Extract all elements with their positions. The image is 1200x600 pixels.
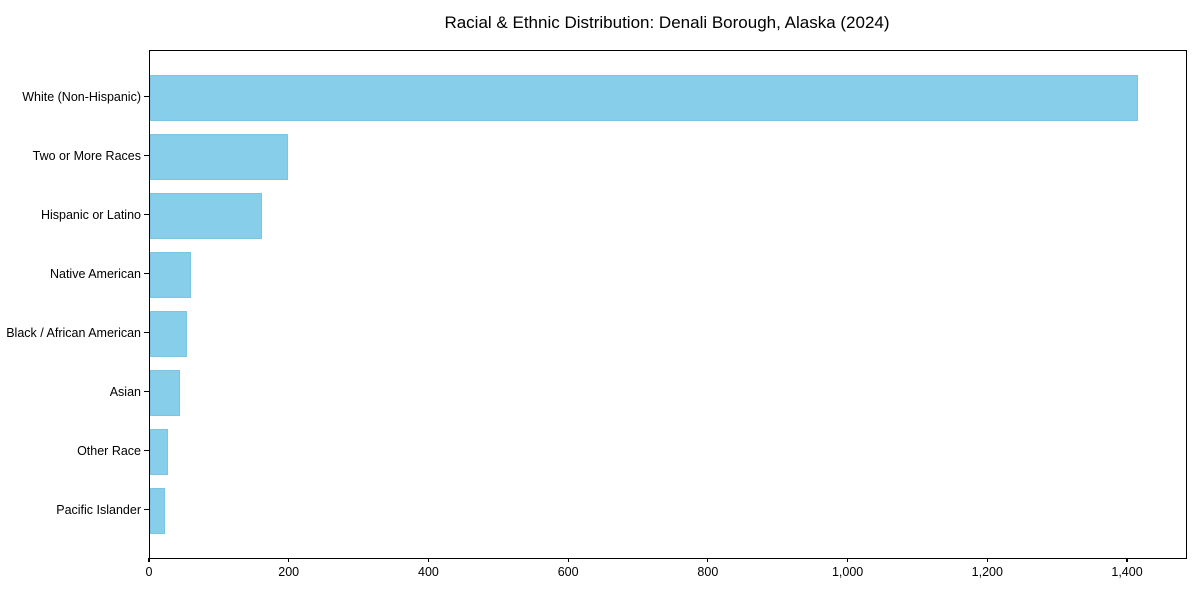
- bar-asian: [150, 369, 181, 416]
- y-tick-label-hispanic-or-latino: Hispanic or Latino: [40, 207, 141, 222]
- x-tick-label-800: 800: [697, 565, 719, 579]
- x-tick-mark-0: [148, 558, 150, 562]
- y-tick-label-native-american: Native American: [49, 266, 141, 281]
- x-tick-mark-1200: [986, 558, 988, 562]
- y-tick-mark-pacific-islander: [144, 508, 149, 511]
- y-tick-mark-asian: [144, 390, 149, 393]
- bar-other-race: [150, 428, 169, 475]
- x-tick-label-200: 200: [278, 565, 300, 579]
- bar-white-non-hispanic: [150, 74, 1138, 121]
- x-tick-label-1200: 1,200: [971, 565, 1003, 579]
- bar-pacific-islander: [150, 487, 166, 534]
- x-tick-mark-1000: [846, 558, 849, 562]
- x-tick-mark-600: [567, 558, 569, 562]
- x-tick-label-600: 600: [557, 565, 579, 579]
- x-tick-mark-200: [288, 558, 290, 562]
- bar-two-or-more-races: [150, 133, 289, 180]
- y-tick-label-white-non-hispanic: White (Non-Hispanic): [22, 89, 141, 104]
- y-tick-mark-two-or-more-races: [144, 154, 149, 157]
- x-tick-mark-1400: [1126, 558, 1128, 562]
- y-tick-label-other-race: Other Race: [77, 443, 141, 458]
- y-tick-mark-hispanic-or-latino: [144, 213, 149, 216]
- bar-native-american: [150, 251, 191, 298]
- x-tick-mark-400: [427, 558, 430, 562]
- x-tick-label-1400: 1,400: [1111, 565, 1143, 579]
- x-tick-label-1000: 1,000: [831, 565, 864, 579]
- y-tick-mark-other-race: [144, 449, 149, 452]
- y-tick-label-black-african-american: Black / African American: [6, 325, 141, 340]
- y-tick-label-pacific-islander: Pacific Islander: [56, 502, 141, 517]
- plot-area: [149, 50, 1187, 559]
- y-tick-mark-white-non-hispanic: [144, 95, 149, 98]
- x-tick-label-0: 0: [145, 565, 153, 579]
- x-tick-mark-800: [707, 558, 709, 562]
- bar-black-african-american: [150, 310, 188, 357]
- x-tick-label-400: 400: [417, 565, 439, 579]
- y-tick-mark-black-african-american: [144, 331, 149, 334]
- chart-title: Racial & Ethnic Distribution: Denali Bor…: [444, 13, 890, 32]
- bar-hispanic-or-latino: [150, 192, 262, 239]
- y-tick-mark-native-american: [144, 272, 149, 275]
- y-tick-label-two-or-more-races: Two or More Races: [32, 148, 141, 163]
- y-tick-label-asian: Asian: [109, 384, 141, 399]
